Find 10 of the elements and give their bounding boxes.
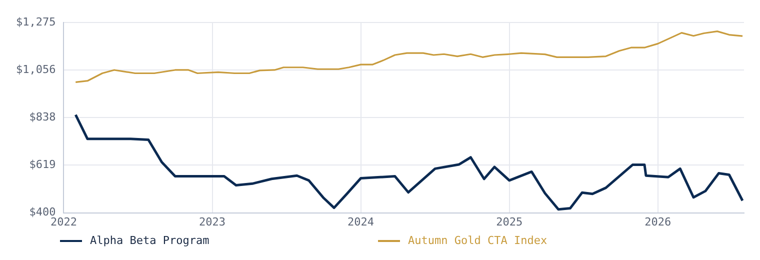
x-tick-label: 2025 [496,215,523,228]
y-tick-label: $1,056 [16,63,56,76]
y-tick-label: $1,275 [16,15,56,28]
x-tick-label: 2023 [199,215,226,228]
y-tick-label: $838 [29,110,56,124]
legend-label: Autumn Gold CTA Index [408,234,548,247]
legend-label: Alpha Beta Program [90,234,210,247]
x-tick-label: 2024 [348,215,374,228]
x-tick-label: 2026 [644,215,672,228]
y-tick-label: $619 [29,158,56,172]
